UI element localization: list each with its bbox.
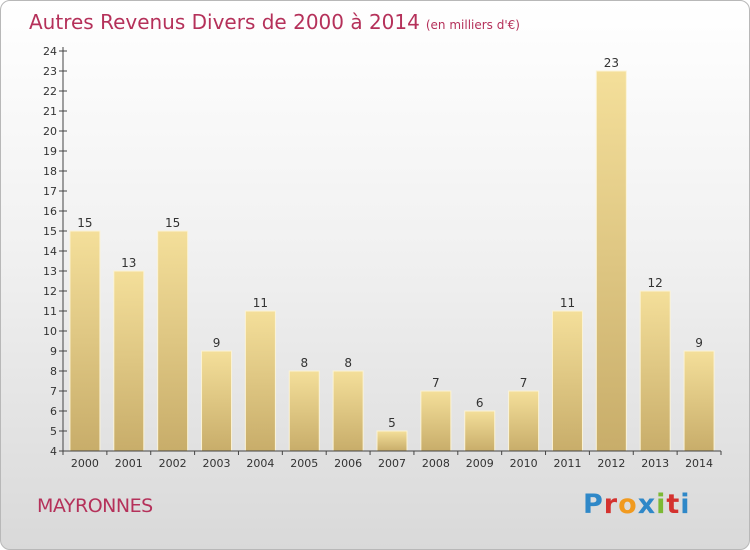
bar-2007	[376, 430, 408, 452]
y-tick-label-11: 11	[43, 305, 57, 318]
x-tick-label-2014: 2014	[685, 457, 713, 470]
y-tick-label-7: 7	[50, 385, 57, 398]
x-tick-label-2007: 2007	[378, 457, 406, 470]
bar-2006	[332, 370, 364, 452]
bar-2005	[288, 370, 320, 452]
bar-2008	[420, 390, 452, 452]
title-text: Autres Revenus Divers de 2000 à 2014	[29, 10, 420, 34]
y-tick-label-5: 5	[50, 425, 57, 438]
data-label-2004: 11	[253, 296, 268, 310]
data-label-2001: 13	[121, 256, 136, 270]
data-label-2009: 6	[476, 396, 484, 410]
bar-2010	[508, 390, 540, 452]
bar-2011	[551, 310, 583, 452]
y-tick-label-4: 4	[50, 445, 57, 458]
commune-name: MAYRONNES	[37, 495, 153, 517]
x-tick-label-2012: 2012	[597, 457, 625, 470]
y-tick-label-24: 24	[43, 45, 57, 58]
x-tick-label-2008: 2008	[422, 457, 450, 470]
bar-2002	[157, 230, 189, 452]
x-tick-label-2003: 2003	[203, 457, 231, 470]
data-label-2014: 9	[695, 336, 703, 350]
logo-letter: i	[656, 489, 667, 520]
y-tick-label-10: 10	[43, 325, 57, 338]
data-label-2000: 15	[77, 216, 92, 230]
data-label-2012: 23	[604, 56, 619, 70]
y-tick-label-19: 19	[43, 145, 57, 158]
proxiti-logo: Proxiti	[583, 489, 691, 520]
y-tick-label-12: 12	[43, 285, 57, 298]
y-tick-label-9: 9	[50, 345, 57, 358]
logo-letter: i	[680, 489, 691, 520]
bar-2014	[683, 350, 715, 452]
bar-2003	[201, 350, 233, 452]
bar-2013	[639, 290, 671, 452]
data-label-2008: 7	[432, 376, 440, 390]
bar-2012	[595, 70, 627, 452]
y-tick-label-20: 20	[43, 125, 57, 138]
chart-title: Autres Revenus Divers de 2000 à 2014 (en …	[29, 10, 520, 34]
x-tick-label-2000: 2000	[71, 457, 99, 470]
logo-letter: t	[666, 489, 681, 520]
data-label-2002: 15	[165, 216, 180, 230]
x-tick-label-2005: 2005	[290, 457, 318, 470]
y-tick-label-13: 13	[43, 265, 57, 278]
data-label-2013: 12	[648, 276, 663, 290]
bar-2001	[113, 270, 145, 452]
logo-letter: x	[637, 489, 657, 520]
chart-subtitle: (en milliers d'€)	[425, 18, 520, 32]
y-tick-label-17: 17	[43, 185, 57, 198]
x-tick-label-2004: 2004	[246, 457, 274, 470]
x-tick-label-2011: 2011	[553, 457, 581, 470]
data-label-2007: 5	[388, 416, 396, 430]
x-tick-label-2013: 2013	[641, 457, 669, 470]
x-tick-label-2006: 2006	[334, 457, 362, 470]
data-label-2010: 7	[520, 376, 528, 390]
logo-letter: r	[603, 489, 619, 520]
data-label-2006: 8	[344, 356, 352, 370]
logo-letter: o	[618, 489, 638, 520]
bar-2000	[69, 230, 101, 452]
x-tick-label-2001: 2001	[115, 457, 143, 470]
y-tick-label-21: 21	[43, 105, 57, 118]
x-tick-label-2002: 2002	[159, 457, 187, 470]
data-label-2005: 8	[300, 356, 308, 370]
y-tick-label-16: 16	[43, 205, 57, 218]
bar-2009	[464, 410, 496, 452]
x-tick-label-2009: 2009	[466, 457, 494, 470]
y-tick-label-23: 23	[43, 65, 57, 78]
y-tick-label-8: 8	[50, 365, 57, 378]
y-tick-label-18: 18	[43, 165, 57, 178]
y-tick-label-6: 6	[50, 405, 57, 418]
y-tick-label-22: 22	[43, 85, 57, 98]
x-tick-label-2010: 2010	[510, 457, 538, 470]
y-tick-label-15: 15	[43, 225, 57, 238]
data-label-2003: 9	[213, 336, 221, 350]
data-label-2011: 11	[560, 296, 575, 310]
logo-letter: P	[583, 489, 604, 520]
bar-2004	[244, 310, 276, 452]
y-tick-label-14: 14	[43, 245, 57, 258]
